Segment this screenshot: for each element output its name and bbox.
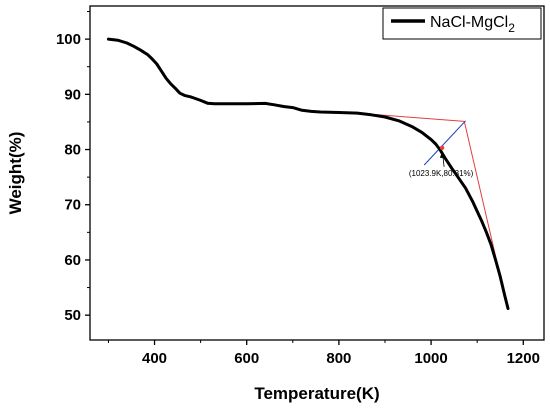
x-tick-label: 1000 (414, 350, 447, 367)
x-tick-label: 800 (326, 350, 351, 367)
y-axis-title: Weight(%) (6, 132, 25, 215)
y-tick-label: 90 (64, 86, 81, 103)
annotation: (1023.9K,80.31%) (409, 145, 474, 178)
legend-box (382, 7, 542, 40)
x-tick-label: 600 (234, 350, 259, 367)
annotation-point-marker (439, 145, 445, 151)
y-tick-label: 80 (64, 142, 81, 159)
y-tick-label: 100 (56, 31, 81, 48)
legend-label-subscript: 2 (508, 21, 515, 35)
plot-frame (89, 5, 545, 341)
series-line-0 (106, 37, 510, 310)
x-tick-label: 1200 (507, 350, 540, 367)
tangent-line-2 (423, 120, 466, 166)
legend: NaCl-MgCl2 (382, 7, 542, 40)
x-axis-title: Temperature(K) (254, 384, 379, 403)
legend-label-main: NaCl-MgCl (430, 14, 508, 31)
tangent-lines (352, 112, 509, 309)
y-axis: 50 60 70 80 90 100 (56, 11, 90, 324)
annotation-arrowhead (439, 150, 445, 158)
x-axis: 400 600 800 1000 1200 (107, 340, 540, 367)
annotation-label: (1023.9K,80.31%) (409, 169, 474, 178)
series-layer (106, 37, 510, 310)
y-tick-label: 50 (64, 307, 81, 324)
x-tick-label: 400 (142, 350, 167, 367)
legend-label: NaCl-MgCl2 (430, 14, 515, 35)
y-tick-label: 70 (64, 197, 81, 214)
y-tick-label: 60 (64, 252, 81, 269)
